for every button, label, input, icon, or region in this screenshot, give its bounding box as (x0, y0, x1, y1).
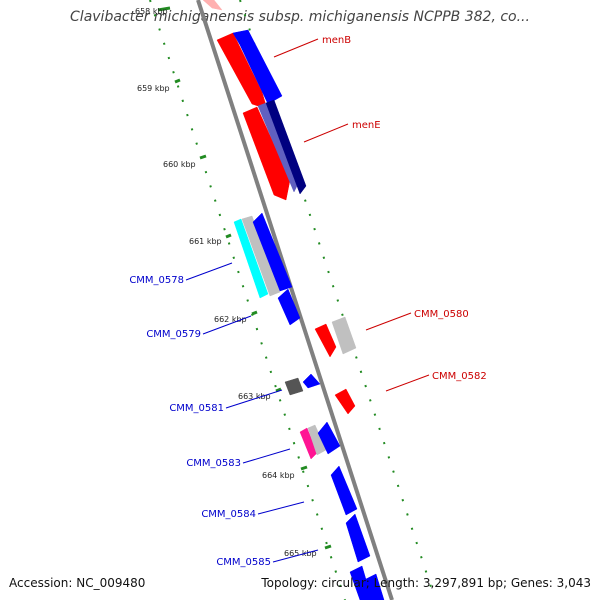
gene-CMM_0584[interactable] (330, 465, 358, 516)
gene-CMM_0581[interactable] (302, 373, 321, 389)
tick-mark (174, 78, 181, 84)
gene-forward-5[interactable] (317, 421, 341, 455)
tick-mark (199, 154, 207, 160)
left-dotted-track (149, 0, 346, 600)
leader-line (185, 262, 233, 281)
gene-CMM_0582[interactable] (334, 388, 356, 415)
gene-label-cmm_0585[interactable]: CMM_0585 (216, 557, 271, 568)
leader-line (225, 389, 283, 409)
gene-CMM_0579[interactable] (277, 288, 301, 326)
gene-bottom-blue2[interactable] (363, 573, 385, 600)
leader-line (365, 312, 412, 331)
leader-line (272, 549, 319, 563)
leader-line (385, 374, 430, 392)
tick-mark (275, 387, 282, 393)
tick-label: 665 kbp (284, 549, 317, 558)
gene-CMM_0580[interactable] (314, 323, 337, 358)
genome-backbone (196, 0, 394, 600)
leader-line (303, 123, 349, 143)
gene-menB[interactable] (216, 32, 268, 110)
leader-line (257, 501, 305, 515)
tick-label: 662 kbp (214, 315, 247, 324)
gene-menE[interactable] (242, 106, 291, 201)
gene-label-cmm_0580[interactable]: CMM_0580 (414, 309, 469, 320)
gene-CMM_0578b[interactable] (241, 215, 281, 297)
gene-label-cmm_0582[interactable]: CMM_0582 (432, 371, 487, 382)
tick-mark (300, 465, 308, 471)
gene-labels: menB menE CMM_0578 CMM_0579 CMM_0580 CMM_0581… (129, 35, 486, 568)
gene-forward-1[interactable] (232, 29, 283, 105)
gene-label-menb[interactable]: menB (322, 35, 351, 46)
gene-label-cmm_0579[interactable]: CMM_0579 (146, 329, 201, 340)
gene-forward-3[interactable] (265, 99, 307, 195)
tick-label: 661 kbp (189, 237, 222, 246)
tick-label: 659 kbp (137, 84, 170, 93)
tick-mark (251, 310, 258, 316)
gene-label-mene[interactable]: menE (352, 120, 381, 131)
gene-label-cmm_0578[interactable]: CMM_0578 (129, 275, 184, 286)
gene-CMM_0580b[interactable] (331, 316, 357, 355)
leader-line (273, 38, 319, 58)
dotted-tracks (149, 0, 433, 600)
tick-label: 664 kbp (262, 471, 295, 480)
gene-CMM_0578[interactable] (233, 218, 269, 299)
tick-label: 658 kbp (135, 7, 168, 16)
ruler-ticks: 658 kbp 659 kbp 660 kbp 661 kbp 662 kbp 663 k… (135, 6, 332, 558)
leader-line (202, 315, 252, 335)
gene-label-cmm_0583[interactable]: CMM_0583 (186, 458, 241, 469)
tick-mark (157, 6, 171, 12)
gene-CMM_0585[interactable] (345, 513, 371, 563)
topology-text: Topology: circular; Length: 3,297,891 bp… (261, 576, 591, 590)
tick-mark (324, 544, 332, 550)
tick-label: 663 kbp (238, 392, 271, 401)
gene-label-cmm_0584[interactable]: CMM_0584 (201, 509, 256, 520)
gene-label-cmm_0581[interactable]: CMM_0581 (169, 403, 224, 414)
gene-CMM_0581a[interactable] (284, 377, 304, 396)
gene-top-faded[interactable] (202, 0, 223, 11)
accession-text: Accession: NC_009480 (9, 576, 146, 590)
gene-features (202, 0, 385, 600)
map-title: Clavibacter michiganensis subsp. michiga… (70, 9, 530, 25)
tick-label: 660 kbp (163, 160, 196, 169)
gene-bottom-blue[interactable] (349, 565, 373, 600)
gene-forward-4[interactable] (252, 212, 293, 292)
leader-line (242, 448, 291, 464)
tick-mark (225, 233, 232, 239)
